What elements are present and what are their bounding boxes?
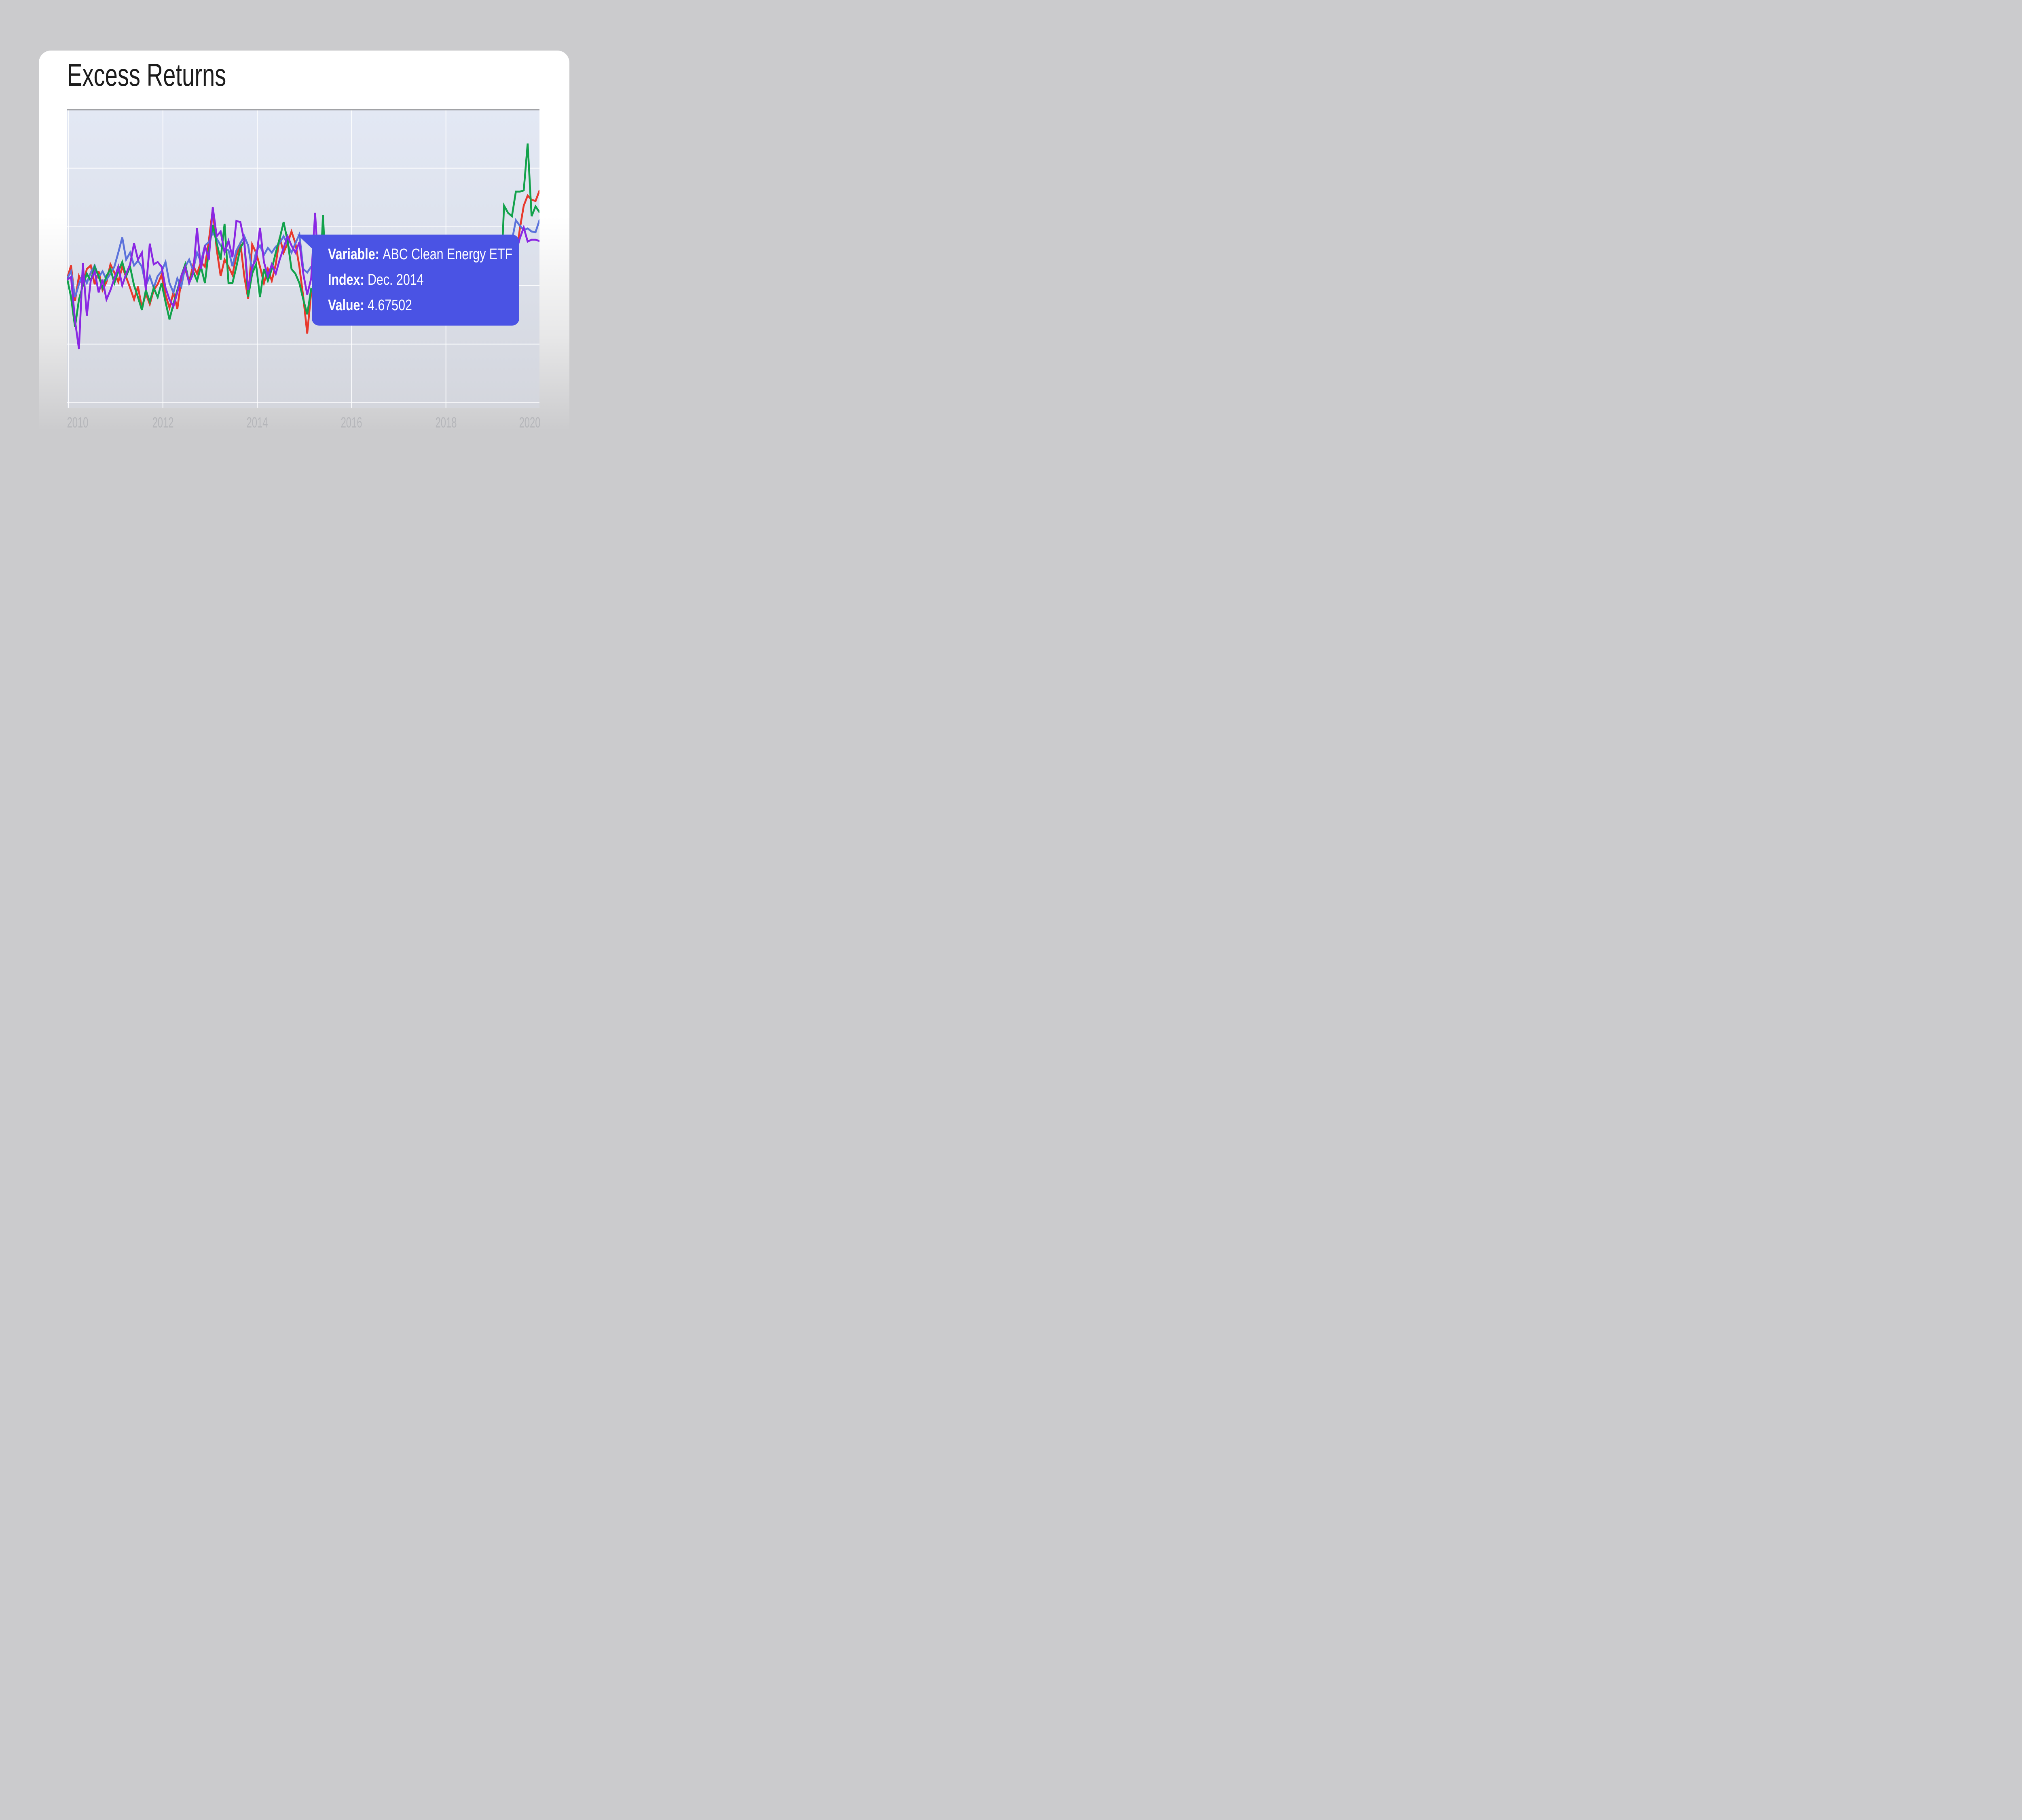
x-axis: 2010 2012 2014 2016 2018 2020: [67, 414, 541, 431]
series-line-green-series[interactable]: [499, 143, 539, 298]
tooltip-variable-label: Variable:: [328, 246, 379, 263]
tooltip-value-label: Value:: [328, 297, 364, 314]
series-line-blue-series[interactable]: [67, 231, 312, 298]
tooltip-index-label: Index:: [328, 271, 364, 288]
plot-top-border: [67, 109, 539, 110]
page-title: Excess Returns: [67, 57, 288, 93]
series-line-purple-series[interactable]: [67, 207, 320, 349]
tooltip-variable-value: ABC Clean Energy ETF: [383, 246, 513, 263]
tooltip-index-value: Dec. 2014: [367, 271, 424, 288]
series-line-red-series[interactable]: [67, 208, 316, 334]
series-line-purple-series[interactable]: [515, 224, 539, 254]
tooltip-index-row: Index: Dec. 2014: [328, 267, 519, 293]
x-axis-label-2012: 2012: [152, 414, 174, 431]
page-title-text: Excess Returns: [67, 57, 226, 93]
series-line-blue-series[interactable]: [511, 218, 539, 242]
line-chart[interactable]: [67, 110, 539, 408]
series-line-red-series[interactable]: [515, 190, 539, 261]
tooltip-value-value: 4.67502: [368, 297, 412, 314]
page: { "page": { "title": "Excess Returns", "…: [0, 0, 607, 455]
x-axis-label-2018: 2018: [435, 414, 457, 431]
x-axis-label-2014: 2014: [246, 414, 268, 431]
x-axis-label-2016: 2016: [341, 414, 362, 431]
x-axis-label-2010: 2010: [67, 414, 89, 431]
series-line-green-series[interactable]: [67, 215, 328, 327]
x-axis-label-2020: 2020: [519, 414, 541, 431]
hover-tooltip: Variable: ABC Clean Energy ETF Index: De…: [312, 235, 519, 326]
tooltip-value-row: Value: 4.67502: [328, 293, 519, 318]
tooltip-variable-row: Variable: ABC Clean Energy ETF: [328, 242, 519, 267]
